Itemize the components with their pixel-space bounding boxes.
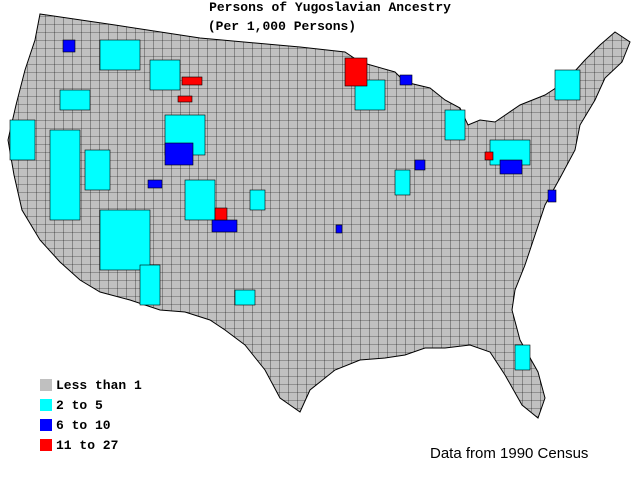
region: [484, 151, 494, 161]
patches-6-to-10: [62, 39, 557, 234]
region: [399, 74, 413, 86]
legend-label: 11 to 27: [56, 438, 118, 453]
region: [99, 39, 141, 71]
source-note: Data from 1990 Census: [430, 445, 588, 462]
region: [99, 209, 151, 271]
region: [181, 76, 203, 86]
region: [394, 169, 411, 196]
region: [214, 207, 228, 221]
legend-label: 2 to 5: [56, 398, 103, 413]
patches-2-to-5: [9, 39, 581, 371]
region: [49, 129, 81, 221]
region: [177, 95, 193, 103]
region: [139, 264, 161, 306]
legend-swatch: [40, 379, 52, 391]
legend-swatch: [40, 419, 52, 431]
region: [234, 289, 256, 306]
map-title: Persons of Yugoslavian Ancestry: [209, 0, 451, 15]
region: [59, 89, 91, 111]
region: [547, 189, 557, 203]
region: [414, 159, 426, 171]
region: [9, 119, 36, 161]
region: [514, 344, 531, 371]
legend: Less than 1 2 to 5 6 to 10 11 to 27: [40, 378, 142, 453]
region: [147, 179, 163, 189]
region: [335, 224, 343, 234]
region: [184, 179, 216, 221]
region: [444, 109, 466, 141]
us-map: [7, 13, 631, 419]
region: [164, 142, 194, 166]
county-grid: [8, 14, 630, 418]
region: [149, 59, 181, 91]
region: [211, 219, 238, 233]
region: [554, 69, 581, 101]
map-subtitle: (Per 1,000 Persons): [208, 19, 356, 34]
region: [249, 189, 266, 211]
legend-label: Less than 1: [56, 378, 142, 393]
legend-swatch: [40, 439, 52, 451]
legend-label: 6 to 10: [56, 418, 111, 433]
patches-11-to-27: [177, 57, 494, 221]
legend-swatch: [40, 399, 52, 411]
region: [344, 57, 368, 87]
region: [62, 39, 76, 53]
region: [84, 149, 111, 191]
region: [499, 159, 523, 175]
